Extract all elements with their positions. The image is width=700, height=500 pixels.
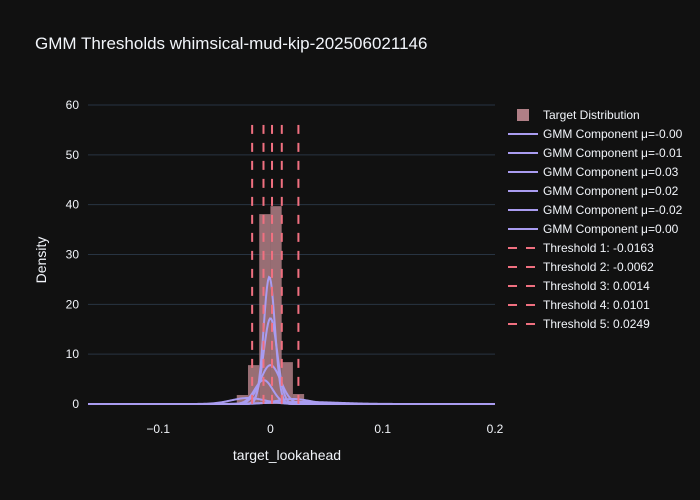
y-tick-label: 60	[66, 98, 80, 112]
legend-item: GMM Component μ=-0.02	[543, 203, 683, 217]
chart-title: GMM Thresholds whimsical-mud-kip-2025060…	[35, 34, 428, 53]
y-tick-label: 10	[66, 347, 80, 361]
y-tick-label: 40	[66, 198, 80, 212]
histogram-bar	[247, 365, 260, 404]
gmm-curve	[88, 364, 495, 405]
legend-item: GMM Component μ=0.00	[543, 222, 679, 236]
x-tick-label: 0	[267, 422, 274, 436]
histogram-bar	[236, 395, 248, 404]
histogram	[236, 206, 316, 404]
histogram-bar	[281, 362, 293, 404]
legend-item: Threshold 2: -0.0062	[543, 260, 654, 274]
x-axis-label: target_lookahead	[233, 447, 341, 463]
y-tick-label: 20	[66, 297, 80, 311]
legend-item: Threshold 1: -0.0163	[543, 241, 654, 255]
histogram-bar	[270, 206, 282, 404]
x-tick-label: 0.1	[374, 422, 391, 436]
legend-item: Target Distribution	[543, 108, 640, 122]
gmm-curves	[88, 275, 495, 405]
legend-item: Threshold 4: 0.0101	[543, 298, 650, 312]
legend: Target Distribution GMM Component μ=-0.00…	[508, 108, 683, 331]
legend-item: GMM Component μ=0.02	[543, 184, 679, 198]
y-tick-label: 0	[72, 397, 79, 411]
y-axis-label: Density	[33, 237, 49, 284]
legend-item: GMM Component μ=-0.00	[543, 127, 683, 141]
legend-item: GMM Component μ=0.03	[543, 165, 679, 179]
axis-ticks: 0 10 20 30 40 50 60 −0.1 0 0.1 0.2	[66, 98, 504, 436]
x-tick-label: 0.2	[487, 422, 504, 436]
legend-item: GMM Component μ=-0.01	[543, 146, 683, 160]
legend-item: Threshold 5: 0.0249	[543, 317, 650, 331]
grid	[88, 104, 495, 355]
x-tick-label: −0.1	[146, 422, 170, 436]
legend-swatch-histogram	[517, 109, 529, 121]
y-tick-label: 50	[66, 148, 80, 162]
legend-item: Threshold 3: 0.0014	[543, 279, 650, 293]
y-tick-label: 30	[66, 248, 80, 262]
